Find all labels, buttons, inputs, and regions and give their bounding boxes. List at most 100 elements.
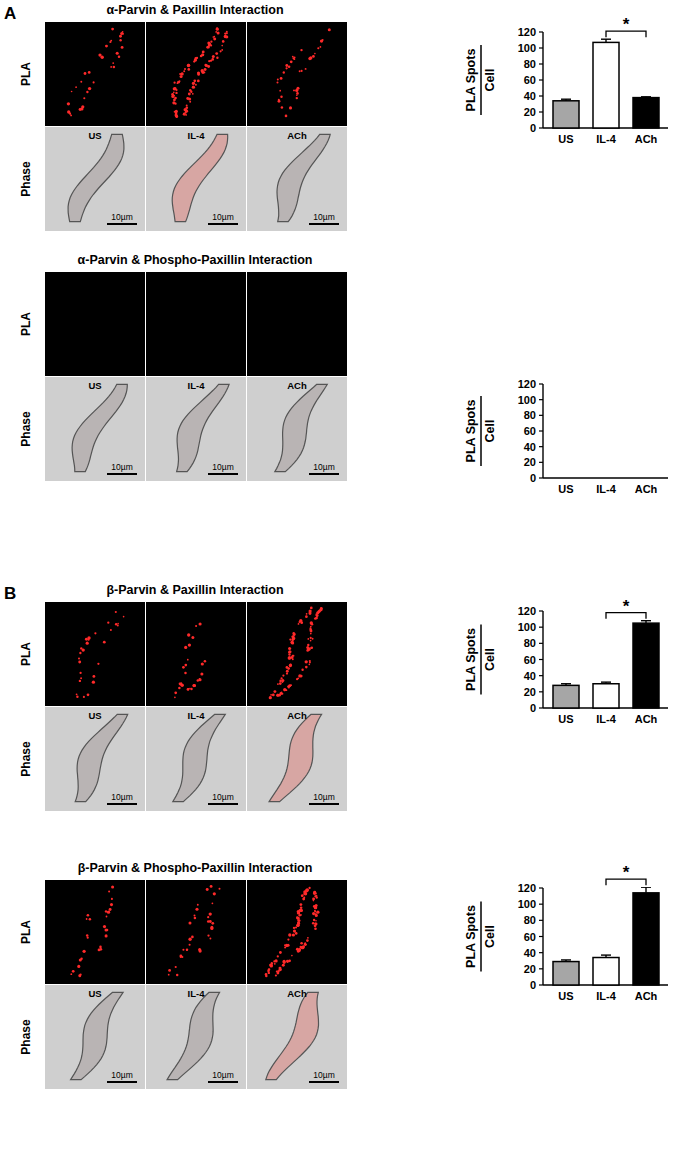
pla-spot <box>292 658 294 660</box>
pla-spot <box>213 36 215 38</box>
pla-spot <box>304 892 307 895</box>
y-tick-label: 20 <box>524 686 536 698</box>
pla-spot <box>279 968 282 971</box>
pla-spot <box>82 648 85 651</box>
pla-spot <box>276 971 278 973</box>
chart: β-Parvin & Paxillin InteractionPLAPhaseU… <box>19 583 668 811</box>
pla-spot <box>285 67 287 69</box>
pla-spot <box>310 637 312 639</box>
pla-spot <box>212 36 214 38</box>
x-tick-label: IL-4 <box>596 713 616 725</box>
scale-bar <box>107 473 137 475</box>
phase-image <box>45 127 145 231</box>
pla-spot <box>277 683 279 685</box>
pla-spot <box>297 919 300 922</box>
pla-spot <box>78 658 80 660</box>
pla-spot <box>293 89 295 91</box>
pla-spot <box>311 647 314 650</box>
scale-bar-label: 10µm <box>111 212 132 222</box>
pla-spot <box>270 964 273 967</box>
scale-bar <box>309 803 339 805</box>
panel-label: B <box>4 584 16 603</box>
scale-bar-label: 10µm <box>212 212 233 222</box>
pla-spot <box>281 106 284 109</box>
pla-spot <box>173 95 175 97</box>
pla-spot <box>301 70 303 72</box>
pla-spot <box>298 674 301 677</box>
y-axis <box>542 888 543 985</box>
y-tick-label: 0 <box>530 702 536 714</box>
pla-image <box>247 880 347 984</box>
chart: β-Parvin & Phospho-Paxillin InteractionP… <box>19 861 668 1089</box>
figure: ABα-Parvin & Paxillin InteractionPLAPhas… <box>0 0 682 1158</box>
pla-spot <box>310 640 312 642</box>
x-tick-label: IL-4 <box>596 133 616 145</box>
pla-spot <box>317 47 319 49</box>
pla-spot <box>187 633 190 636</box>
pla-spot <box>310 621 313 624</box>
pla-spot <box>98 949 101 952</box>
pla-spot <box>292 638 295 641</box>
pla-spot <box>309 611 312 614</box>
y-tick-label: 100 <box>518 394 536 406</box>
phase-image <box>146 985 246 1089</box>
bar <box>633 623 659 708</box>
pla-spot <box>308 57 311 60</box>
pla-spot <box>179 955 182 958</box>
pla-spot <box>110 66 112 68</box>
pla-image <box>45 272 145 376</box>
pla-spot <box>286 672 288 674</box>
pla-spot <box>105 45 108 48</box>
pla-spot <box>307 638 309 640</box>
pla-spot <box>98 53 101 56</box>
pla-spot <box>307 937 309 939</box>
row-label: Phase <box>19 161 33 197</box>
pla-spot <box>197 904 199 906</box>
pla-spot <box>306 649 309 652</box>
pla-spot <box>185 109 188 112</box>
pla-spot <box>296 678 298 680</box>
pla-spot <box>206 46 208 48</box>
pla-spot <box>179 683 182 686</box>
condition-label: IL-4 <box>188 710 206 721</box>
cell <box>277 134 330 221</box>
pla-spot <box>314 924 317 927</box>
cell <box>172 134 228 221</box>
pla-spot <box>109 908 112 911</box>
pla-spot <box>193 79 196 82</box>
pla-spot <box>293 633 295 635</box>
pla-spot <box>83 97 85 99</box>
pla-spot <box>209 912 212 915</box>
pla-spot <box>103 925 106 928</box>
bar <box>633 98 659 128</box>
pla-spot <box>300 49 302 51</box>
scale-bar <box>107 803 137 805</box>
error-cap <box>561 683 571 684</box>
pla-spot <box>299 70 301 72</box>
pla-image <box>247 272 347 376</box>
pla-spot <box>291 955 293 957</box>
x-tick-label: ACh <box>635 990 658 1002</box>
pla-spot <box>168 969 171 972</box>
y-label: Cell <box>483 648 497 671</box>
y-tick-label: 120 <box>518 26 536 38</box>
pla-spot <box>120 32 123 35</box>
pla-spot <box>112 62 114 64</box>
error-bar <box>645 887 646 893</box>
scale-bar-label: 10µm <box>111 1070 132 1080</box>
bars <box>553 887 659 985</box>
pla-spot <box>312 897 315 900</box>
y-tick-label: 40 <box>524 441 536 453</box>
pla-spot <box>306 613 308 615</box>
row-label: Phase <box>19 411 33 447</box>
pla-spot <box>195 84 197 86</box>
pla-spot <box>265 975 268 978</box>
pla-spot <box>308 664 310 666</box>
pla-spot <box>213 892 216 895</box>
condition-label: US <box>88 130 101 141</box>
pla-spot <box>314 53 316 55</box>
pla-spot <box>204 660 207 663</box>
pla-spot <box>194 917 197 920</box>
pla-spot <box>288 647 291 650</box>
pla-spot <box>97 663 99 665</box>
